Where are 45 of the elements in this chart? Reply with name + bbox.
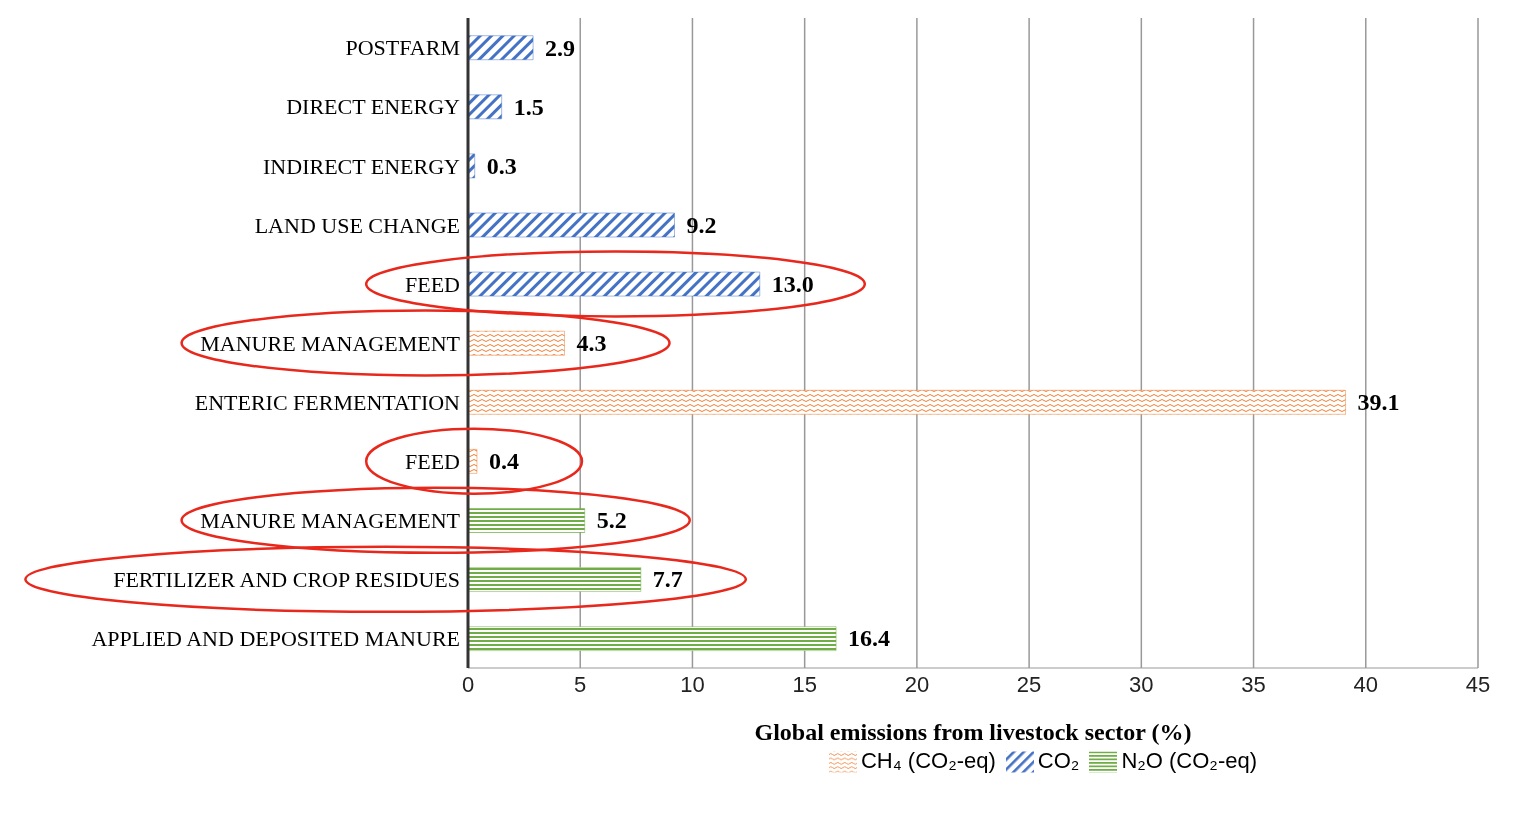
x-axis-title: Global emissions from livestock sector (%)	[754, 719, 1192, 745]
bar	[468, 508, 585, 533]
y-tick-label: APPLIED AND DEPOSITED MANURE	[91, 626, 460, 652]
x-tick-label: 45	[1465, 671, 1491, 697]
y-tick-label: DIRECT ENERGY	[286, 94, 461, 120]
x-tick-label: 15	[792, 671, 817, 697]
x-tick-label: 40	[1353, 671, 1379, 697]
x-tick-label: 20	[904, 671, 930, 697]
y-tick-label: MANURE MANAGEMENT	[200, 330, 461, 356]
bar	[468, 271, 761, 297]
y-tick-label: FERTILIZER AND CROP RESIDUES	[113, 567, 460, 593]
legend-label: N₂O (CO₂-eq)	[1121, 748, 1258, 773]
data-label: 0.3	[486, 152, 517, 179]
x-tick-label: 0	[461, 671, 475, 697]
y-tick-label: INDIRECT ENERGY	[263, 153, 461, 179]
x-tick-label: 25	[1016, 671, 1042, 697]
x-tick-label: 35	[1241, 671, 1266, 697]
data-label: 7.7	[652, 566, 683, 593]
data-label: 1.5	[513, 93, 544, 120]
bar	[468, 35, 534, 60]
data-label: 5.2	[596, 507, 627, 534]
bar	[468, 212, 675, 238]
data-label: 13.0	[771, 270, 814, 297]
data-label: 16.4	[848, 625, 891, 652]
x-tick-label: 5	[574, 671, 587, 697]
y-tick-label: FEED	[405, 271, 460, 297]
bar	[468, 567, 642, 592]
y-tick-label: ENTERIC FERMENTATION	[194, 389, 461, 415]
y-tick-label: LAND USE CHANGE	[254, 212, 460, 238]
bar	[468, 330, 565, 356]
bar	[468, 390, 1346, 415]
data-label: 9.2	[686, 211, 717, 238]
data-label: 39.1	[1357, 389, 1400, 416]
y-tick-label: MANURE MANAGEMENT	[200, 508, 461, 534]
bar	[468, 94, 502, 120]
data-label: 4.3	[576, 330, 607, 356]
legend-label: CH₄ (CO₂-eq)	[860, 748, 996, 773]
x-tick-label: 10	[680, 671, 705, 697]
bar	[468, 626, 837, 651]
data-label: 0.4	[488, 448, 519, 475]
x-tick-label: 30	[1129, 671, 1154, 697]
y-tick-label: POSTFARM	[345, 35, 460, 61]
data-label: 2.9	[545, 34, 576, 61]
y-tick-label: FEED	[405, 448, 460, 474]
legend-label: CO₂	[1037, 748, 1080, 773]
